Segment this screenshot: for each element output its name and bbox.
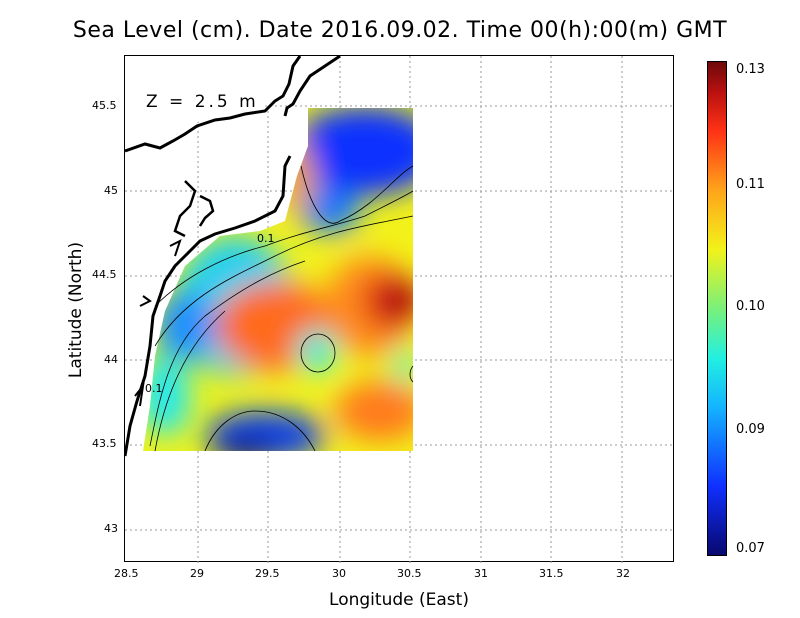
x-tick: 29 bbox=[190, 567, 204, 580]
depth-label: Z = 2.5 m bbox=[146, 92, 259, 112]
x-tick: 30 bbox=[332, 567, 346, 580]
colorbar bbox=[707, 61, 727, 556]
y-tick: 43 bbox=[104, 522, 118, 535]
sea-level-map: 0.1 0.1 bbox=[125, 56, 675, 563]
y-tick: 45.5 bbox=[92, 99, 117, 112]
x-tick: 29.5 bbox=[255, 567, 280, 580]
x-tick: 28.5 bbox=[114, 567, 139, 580]
colorbar-tick: 0.13 bbox=[736, 62, 765, 77]
sea-level-field bbox=[143, 108, 413, 451]
contour-lines bbox=[149, 165, 414, 452]
map-plot-area: 0.1 0.1 bbox=[124, 55, 675, 563]
colorbar-tick: 0.11 bbox=[736, 177, 765, 192]
y-tick: 44 bbox=[104, 353, 118, 366]
x-axis-label: Longitude (East) bbox=[329, 590, 469, 610]
contour-label: 0.1 bbox=[145, 382, 163, 395]
x-tick: 31.5 bbox=[539, 567, 564, 580]
contour-label: 0.1 bbox=[257, 232, 275, 245]
x-tick: 31 bbox=[474, 567, 488, 580]
colorbar-tick: 0.09 bbox=[736, 422, 765, 437]
x-tick: 30.5 bbox=[397, 567, 422, 580]
y-tick: 44.5 bbox=[92, 268, 117, 281]
map-title: Sea Level (cm). Date 2016.09.02. Time 00… bbox=[72, 18, 728, 43]
y-tick: 43.5 bbox=[92, 437, 117, 450]
y-axis-label: Latitude (North) bbox=[66, 241, 86, 379]
y-tick: 45 bbox=[104, 184, 118, 197]
coastline bbox=[125, 56, 341, 457]
colorbar-tick: 0.10 bbox=[736, 299, 765, 314]
colorbar-tick: 0.07 bbox=[736, 541, 765, 556]
x-tick: 32 bbox=[616, 567, 630, 580]
